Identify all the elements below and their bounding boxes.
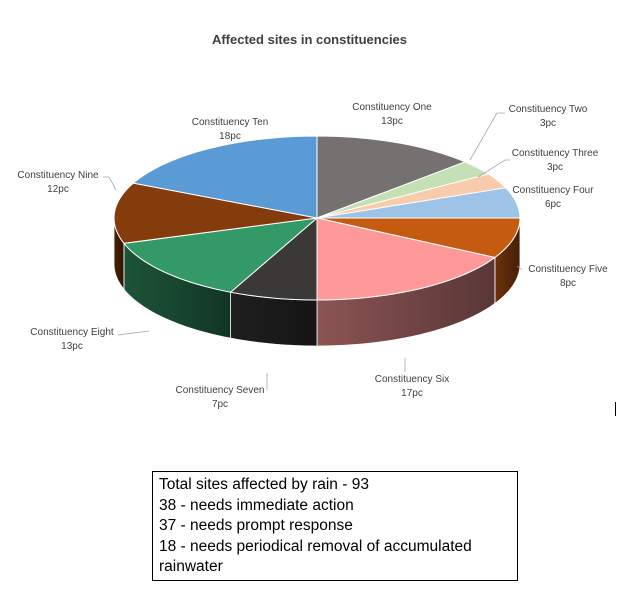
slice-constituency-three [316, 173, 507, 219]
slice-label-value-constituency-seven: 7pc [212, 399, 228, 410]
text-cursor [615, 402, 616, 416]
slice-label-name-constituency-four: Constituency Four [512, 185, 594, 196]
slice-constituency-eight [122, 217, 319, 293]
slice-constituency-five [316, 217, 521, 259]
note-line-periodical: 18 - needs periodical removal of accumul… [159, 537, 472, 555]
slice-label-value-constituency-one: 13pc [381, 116, 403, 127]
note-line-total: Total sites affected by rain - 93 [159, 476, 369, 493]
slice-label-value-constituency-two: 3pc [540, 118, 556, 129]
slice-label-name-constituency-seven: Constituency Seven [176, 385, 265, 396]
slice-label-value-constituency-ten: 18pc [219, 131, 241, 142]
note-line-periodical-cont: rainwater [159, 558, 223, 575]
leader-line-constituency-nine [103, 176, 117, 191]
slice-label-name-constituency-one: Constituency One [352, 102, 432, 113]
slice-constituency-four [316, 187, 521, 219]
leader-line-constituency-two [469, 112, 505, 161]
slice-label-value-constituency-six: 17pc [401, 388, 423, 399]
slice-constituency-two [316, 161, 490, 219]
slice-constituency-six [316, 217, 497, 301]
chart-title: Affected sites in constituencies [211, 32, 408, 47]
leader-line-constituency-five [516, 265, 523, 271]
slice-label-value-constituency-four: 6pc [545, 199, 561, 210]
pie-slices [113, 135, 521, 301]
slice-label-value-constituency-three: 3pc [547, 162, 563, 173]
summary-note-box: Total sites affected by rain - 93 38 - n… [152, 471, 518, 581]
label-leader-lines [103, 112, 523, 390]
slice-label-name-constituency-two: Constituency Two [509, 104, 588, 115]
slice-constituency-seven [229, 216, 318, 301]
slice-label-name-constituency-nine: Constituency Nine [17, 170, 99, 181]
slice-label-name-constituency-three: Constituency Three [512, 148, 599, 159]
note-line-prompt: 37 - needs prompt response [159, 517, 353, 534]
note-line-immediate: 38 - needs immediate action [159, 496, 354, 514]
leader-line-constituency-three [477, 159, 510, 178]
slice-label-value-constituency-eight: 13pc [61, 341, 83, 352]
leader-line-constituency-eight [117, 330, 150, 336]
slice-constituency-ten [132, 135, 318, 219]
slice-label-name-constituency-ten: Constituency Ten [192, 117, 269, 128]
slice-labels: Constituency One 13pc Constituency Two 3pc C… [17, 102, 608, 410]
slice-label-value-constituency-nine: 12pc [47, 184, 69, 195]
slice-constituency-nine [113, 182, 318, 244]
slice-label-name-constituency-six: Constituency Six [375, 374, 449, 385]
slice-label-value-constituency-five: 8pc [560, 278, 576, 289]
slice-constituency-one [316, 135, 467, 219]
slice-label-name-constituency-eight: Constituency Eight [30, 327, 114, 338]
slice-label-name-constituency-five: Constituency Five [528, 264, 608, 275]
